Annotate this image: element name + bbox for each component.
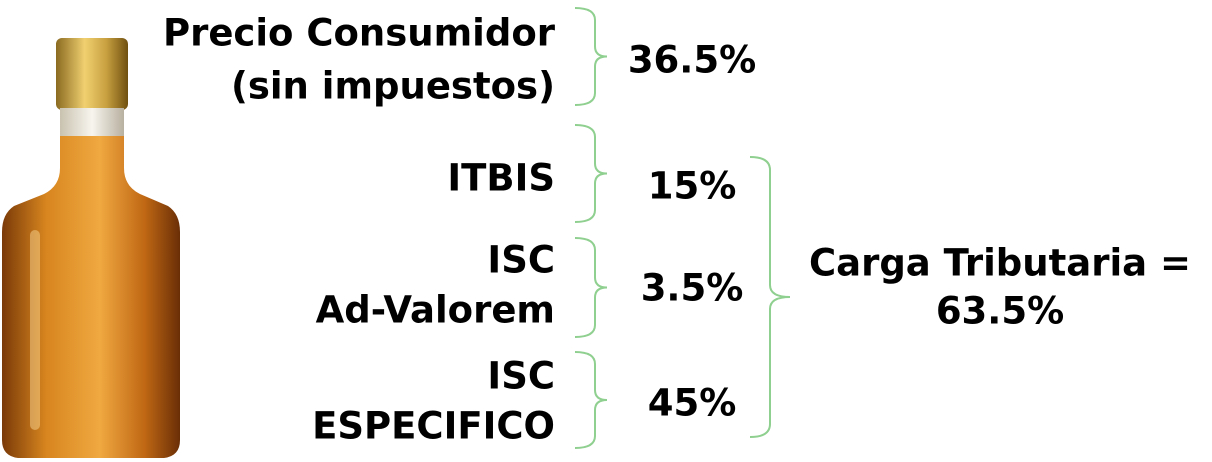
item-value: 36.5% — [628, 39, 756, 82]
item-value: 15% — [648, 165, 737, 208]
bracket — [575, 125, 607, 222]
item-label: ISC — [487, 355, 555, 398]
total-label: Carga Tributaria = — [809, 242, 1191, 285]
item-value: 45% — [648, 382, 737, 425]
item-label: Ad-Valorem — [316, 289, 555, 332]
item-label: Precio Consumidor — [163, 12, 556, 55]
bracket — [575, 352, 607, 448]
bracket — [575, 8, 607, 105]
item-label: ITBIS — [447, 157, 555, 200]
total-bracket — [750, 157, 790, 437]
item-label: ESPECIFICO — [312, 405, 555, 448]
item-label: ISC — [487, 239, 555, 282]
infographic: Precio Consumidor (sin impuestos) 36.5% ITB… — [0, 0, 1212, 462]
bottle — [2, 38, 180, 458]
item-label: (sin impuestos) — [231, 65, 555, 108]
item-value: 3.5% — [641, 267, 744, 310]
total-value: 63.5% — [936, 290, 1064, 333]
bracket — [575, 238, 607, 337]
